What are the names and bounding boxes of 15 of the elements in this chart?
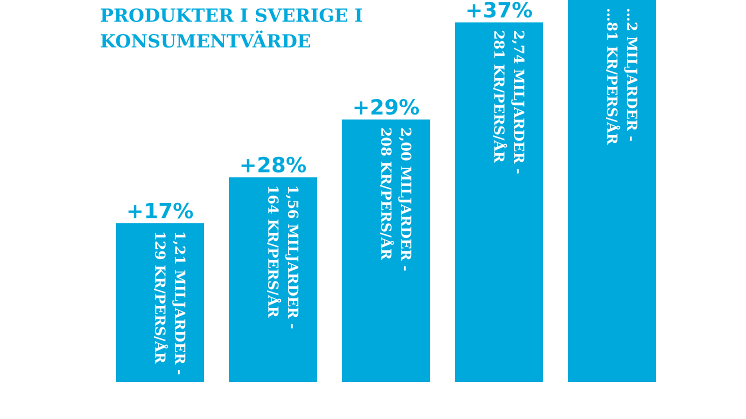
bar [116,223,204,382]
annotation: +29% [354,99,419,115]
bar [228,177,318,382]
annotation: +37% [468,2,532,18]
annotation: +17% [128,202,193,218]
bar [454,22,544,382]
bar [568,0,656,382]
data-label: 2,00 MILJARDER - 208 KR/PERS/ÅR [380,128,412,271]
data-label: 1,56 MILJARDER - 164 KR/PERS/ÅR [267,186,298,328]
annotation: +28% [242,156,306,173]
bar [342,119,430,382]
data-label: 2,74 MILJARDER - 281 KR/PERS/ÅR [493,31,524,174]
text: PRODUKTER I SVERIGE I KONSUMENTVÄRDE [100,8,362,48]
data-label: 1,21 MILJARDER - 129 KR/PERS/ÅR [154,232,186,374]
data-label: …2 MILJARDER - …81 KR/PERS/ÅR [606,9,638,145]
